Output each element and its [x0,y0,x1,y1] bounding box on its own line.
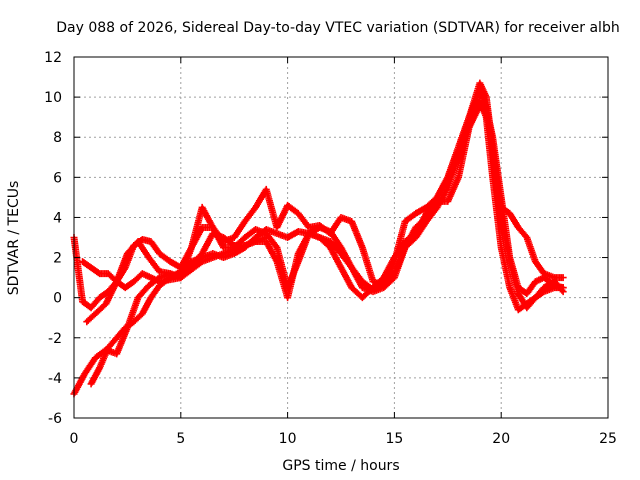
chart-title: Day 088 of 2026, Sidereal Day-to-day VTE… [56,20,619,36]
x-tick-label: 15 [385,431,403,447]
y-tick-label: -2 [48,331,62,347]
y-tick-label: 2 [53,251,62,267]
x-tick-label: 10 [279,431,297,447]
y-tick-label: 12 [44,50,62,66]
x-tick-label: 20 [492,431,510,447]
y-tick-label: -4 [48,371,62,387]
axis-ticks: 0 5 10 15 20 25 -6 -4 -2 0 2 4 6 8 10 12 [44,50,617,447]
grid [74,57,608,418]
y-axis-label: SDTVAR / TECUs [6,181,22,296]
x-tick-label: 5 [176,431,185,447]
x-tick-label: 0 [70,431,79,447]
data-marks [70,79,567,398]
y-tick-label: 0 [53,291,62,307]
x-axis-label: GPS time / hours [282,458,399,474]
series-track-5 [79,234,270,292]
y-tick-label: 4 [53,210,62,226]
y-tick-label: -6 [48,411,62,427]
plot-frame [73,56,609,419]
y-tick-label: 10 [44,90,62,106]
y-tick-label: 8 [53,130,62,146]
y-tick-label: 6 [53,170,62,186]
data-point-markers [79,234,270,292]
x-tick-label: 25 [599,431,617,447]
